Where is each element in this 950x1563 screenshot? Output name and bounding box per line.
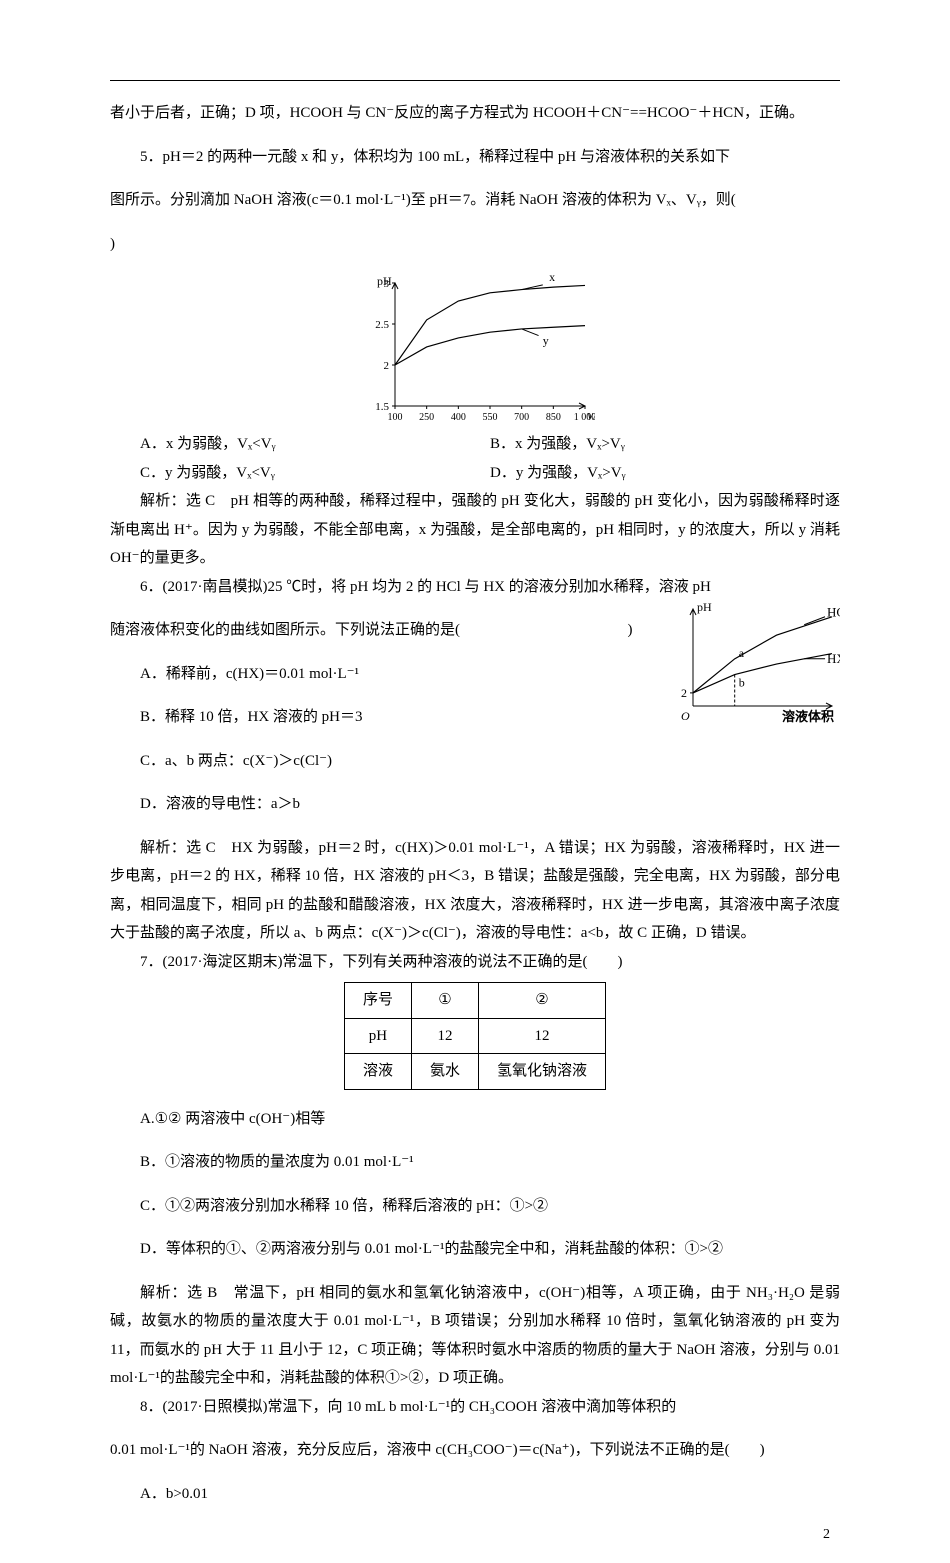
svg-text:V/mL: V/mL	[587, 412, 595, 423]
q7-analysis: 解析：选 B 常温下，pH 相同的氨水和氢氧化钠溶液中，c(OH⁻)相等，A 项…	[110, 1279, 840, 1393]
q5-options-row2: C．y 为弱酸，Vₓ<Vᵧ D．y 为强酸，Vₓ>Vᵧ	[110, 459, 840, 488]
q5-optA: A．x 为弱酸，Vₓ<Vᵧ	[110, 430, 490, 459]
svg-text:a: a	[739, 646, 745, 660]
svg-text:O: O	[681, 709, 690, 723]
q7-optD: D．等体积的①、②两溶液分别与 0.01 mol·L⁻¹的盐酸完全中和，消耗盐酸…	[110, 1235, 840, 1264]
q8-stem-2: 0.01 mol·L⁻¹的 NaOH 溶液，充分反应后，溶液中 c(CH₃COO…	[110, 1436, 840, 1465]
q6-chart: pH 2 O 溶液体积 a b HCl HX	[665, 601, 840, 726]
q7-r2c2: 12	[411, 1018, 478, 1054]
intro-tail: 者小于后者，正确；D 项，HCOOH 与 CN⁻反应的离子方程式为 HCOOH＋…	[110, 99, 840, 128]
q5-stem-1: 5．pH＝2 的两种一元酸 x 和 y，体积均为 100 mL，稀释过程中 pH…	[110, 143, 840, 172]
q5-chart: pH1.522.531002504005507008501 000V/mLxy	[355, 273, 595, 428]
svg-text:550: 550	[483, 412, 498, 423]
q5-optB: B．x 为强酸，Vₓ>Vᵧ	[490, 430, 840, 459]
q7-optC: C．①②两溶液分别加水稀释 10 倍，稀释后溶液的 pH：①>②	[110, 1192, 840, 1221]
q8-optA: A．b>0.01	[110, 1480, 840, 1509]
svg-text:pH: pH	[697, 601, 712, 614]
q7-optB: B．①溶液的物质的量浓度为 0.01 mol·L⁻¹	[110, 1148, 840, 1177]
svg-text:溶液体积: 溶液体积	[782, 709, 834, 724]
q6-optD: D．溶液的导电性：a＞b	[110, 790, 840, 819]
svg-text:HCl: HCl	[827, 605, 840, 620]
svg-text:y: y	[543, 334, 549, 348]
q7-optA: A.①② 两溶液中 c(OH⁻)相等	[110, 1105, 840, 1134]
svg-text:2.5: 2.5	[375, 319, 389, 331]
svg-text:250: 250	[419, 412, 434, 423]
svg-text:2: 2	[384, 360, 390, 372]
body: 者小于后者，正确；D 项，HCOOH 与 CN⁻反应的离子方程式为 HCOOH＋…	[110, 99, 840, 1508]
q5-optD: D．y 为强酸，Vₓ>Vᵧ	[490, 459, 840, 488]
q6-chart-wrap: pH 2 O 溶液体积 a b HCl HX	[665, 601, 840, 737]
svg-text:400: 400	[451, 412, 466, 423]
q7-r3c2: 氨水	[411, 1054, 478, 1090]
svg-text:100: 100	[388, 412, 403, 423]
svg-text:3: 3	[384, 278, 390, 290]
q7-th2: ①	[411, 983, 478, 1019]
q6-optC: C．a、b 两点：c(X⁻)＞c(Cl⁻)	[110, 747, 840, 776]
q6-stem-2a: 随溶液体积变化的曲线如图所示。下列说法正确的是(	[110, 622, 460, 638]
q5-analysis: 解析：选 C pH 相等的两种酸，稀释过程中，强酸的 pH 变化大，弱酸的 pH…	[110, 487, 840, 573]
svg-text:850: 850	[546, 412, 561, 423]
q7-th1: 序号	[344, 983, 411, 1019]
svg-text:b: b	[739, 676, 745, 690]
q7-r3c1: 溶液	[344, 1054, 411, 1090]
svg-text:x: x	[549, 273, 555, 284]
q5-optC: C．y 为弱酸，Vₓ<Vᵧ	[110, 459, 490, 488]
q6-stem-2b: )	[628, 622, 633, 638]
page-number: 2	[823, 1527, 830, 1543]
q6-stem-1: 6．(2017·南昌模拟)25 ℃时，将 pH 均为 2 的 HCl 与 HX …	[110, 573, 840, 602]
svg-text:700: 700	[514, 412, 529, 423]
svg-text:2: 2	[681, 686, 687, 700]
header-divider	[110, 80, 840, 81]
q5-options-row1: A．x 为弱酸，Vₓ<Vᵧ B．x 为强酸，Vₓ>Vᵧ	[110, 430, 840, 459]
q7-r2c3: 12	[479, 1018, 606, 1054]
q6-analysis: 解析：选 C HX 为弱酸，pH＝2 时，c(HX)＞0.01 mol·L⁻¹，…	[110, 834, 840, 948]
svg-text:HX: HX	[827, 651, 840, 666]
q7-th3: ②	[479, 983, 606, 1019]
q7-r3c3: 氢氧化钠溶液	[479, 1054, 606, 1090]
q5-stem-2: 图所示。分别滴加 NaOH 溶液(c＝0.1 mol·L⁻¹)至 pH＝7。消耗…	[110, 186, 840, 215]
q7-r2c1: pH	[344, 1018, 411, 1054]
q5-stem-3: )	[110, 230, 840, 259]
q7-stem: 7．(2017·海淀区期末)常温下，下列有关两种溶液的说法不正确的是( )	[110, 948, 840, 977]
q8-stem-1: 8．(2017·日照模拟)常温下，向 10 mL b mol·L⁻¹的 CH₃C…	[110, 1393, 840, 1422]
q7-table: 序号 ① ② pH 12 12 溶液 氨水 氢氧化钠溶液	[344, 982, 606, 1090]
